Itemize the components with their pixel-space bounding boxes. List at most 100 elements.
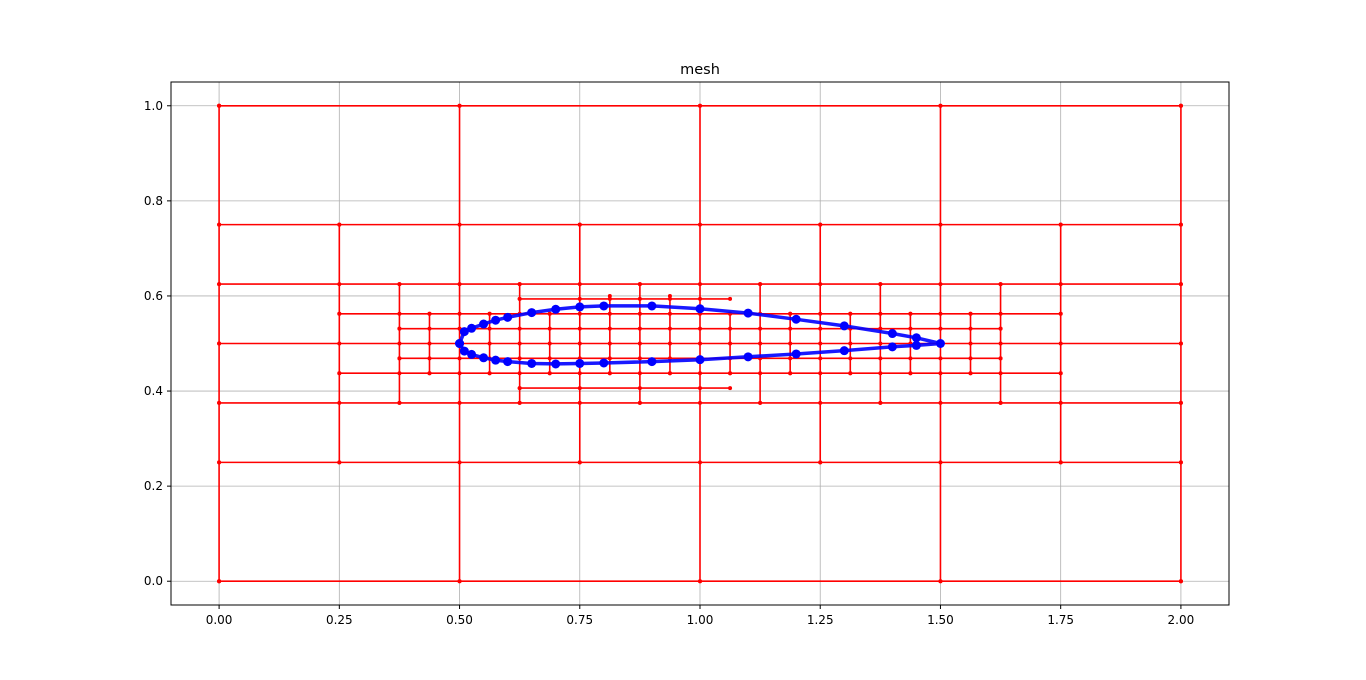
mesh-node [457,282,462,287]
mesh-node [637,282,642,287]
boundary-point [551,304,561,314]
mesh-node [637,326,642,331]
mesh-node [457,222,462,227]
mesh-node [637,311,642,316]
boundary-point [911,333,921,343]
boundary-point [491,355,501,365]
mesh-node [487,326,492,331]
y-tick-label: 0.2 [144,479,163,493]
mesh-node [217,103,222,108]
mesh-node [427,326,432,331]
mesh-node [397,341,402,346]
mesh-node [667,311,672,316]
mesh-node [698,579,702,584]
mesh-node [397,326,402,331]
mesh-node [818,341,823,346]
mesh-node [577,400,582,405]
mesh-node [848,341,853,346]
mesh-node [878,341,883,346]
mesh-node [998,400,1003,405]
mesh-node [547,371,552,376]
mesh-node [577,282,582,287]
boundary-point [599,301,609,311]
mesh-node [457,356,462,361]
x-tick-label: 0.75 [566,613,593,627]
mesh-node [217,579,222,584]
mesh-node [1058,371,1063,376]
mesh-node [998,282,1003,287]
mesh-node [968,311,973,316]
mesh-node [487,311,492,316]
boundary-point [887,329,897,339]
boundary-point [839,346,849,356]
boundary-point [467,349,477,359]
mesh-node [878,400,883,405]
mesh-node [217,460,222,465]
boundary-point [503,312,513,322]
mesh-node [517,296,522,301]
boundary-point [791,314,801,324]
boundary-point [599,358,609,368]
mesh-node [698,341,702,346]
mesh-node [938,103,943,108]
mesh-node [607,311,612,316]
mesh-node [788,371,793,376]
mesh-node [698,296,702,301]
mesh-node [577,386,582,391]
mesh-node [337,222,342,227]
boundary-point [839,321,849,331]
mesh-node [1058,341,1063,346]
mesh-node [667,341,672,346]
x-tick-label: 1.75 [1047,613,1074,627]
mesh-node [788,311,793,316]
x-tick-label: 2.00 [1168,613,1195,627]
mesh-node [818,222,823,227]
boundary-point [647,301,657,311]
mesh-node [1058,311,1063,316]
mesh-node [607,371,612,376]
mesh-node [637,400,642,405]
mesh-node [938,400,943,405]
mesh-node [728,326,733,331]
mesh-node [397,311,402,316]
mesh-node [637,296,642,301]
mesh-node [788,356,793,361]
mesh-node [217,400,222,405]
mesh-node [517,341,522,346]
mesh-node [878,356,883,361]
mesh-node [577,326,582,331]
y-tick-label: 0.6 [144,289,163,303]
plot-area [171,82,1229,605]
mesh-node [848,356,853,361]
mesh-node [457,460,462,465]
x-tick-label: 0.25 [326,613,353,627]
mesh-node [1058,460,1063,465]
mesh-node [938,356,943,361]
mesh-node [667,326,672,331]
mesh-node [998,371,1003,376]
mesh-node [637,341,642,346]
mesh-node [998,311,1003,316]
mesh-node [938,282,943,287]
mesh-node [1178,400,1183,405]
boundary-point [791,349,801,359]
mesh-node [517,371,522,376]
mesh-node [998,356,1003,361]
mesh-node [457,311,462,316]
mesh-node [637,356,642,361]
mesh-node [577,296,582,301]
mesh-node [788,326,793,331]
mesh-node [1178,341,1183,346]
mesh-node [758,282,763,287]
mesh-node [337,341,342,346]
mesh-node [938,222,943,227]
mesh-node [878,326,883,331]
boundary-point [467,323,477,333]
mesh-node [517,400,522,405]
mesh-node [938,311,943,316]
mesh-node [698,386,702,391]
mesh-node [667,296,672,301]
mesh-node [487,341,492,346]
